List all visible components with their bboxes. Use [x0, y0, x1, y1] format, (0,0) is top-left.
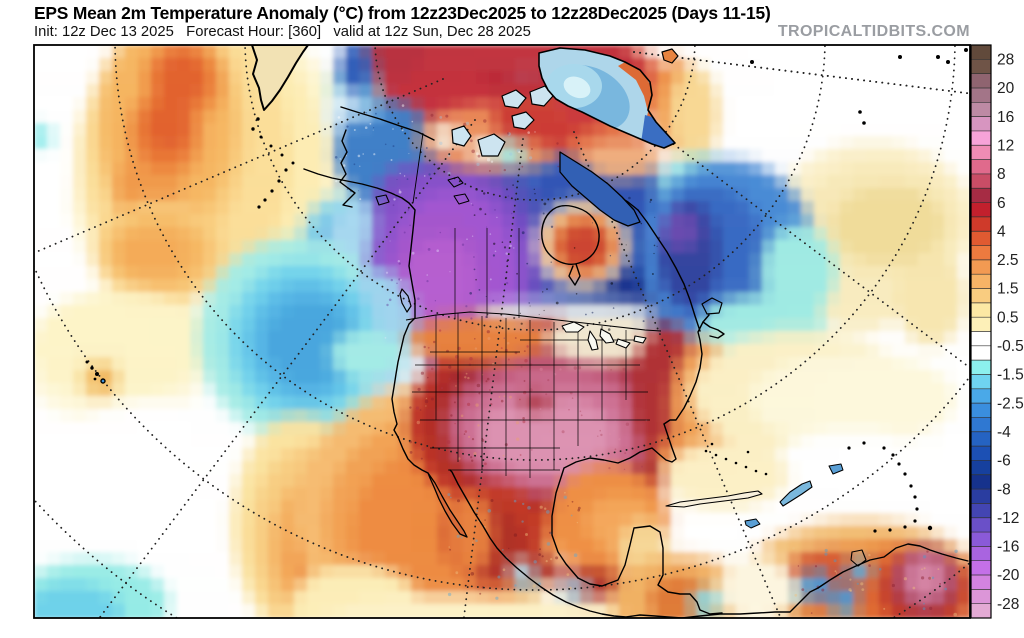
svg-text:28: 28 — [997, 52, 1014, 69]
svg-text:12: 12 — [997, 138, 1014, 155]
svg-text:1.5: 1.5 — [997, 281, 1019, 298]
svg-text:-28: -28 — [997, 596, 1019, 613]
svg-text:0.5: 0.5 — [997, 309, 1019, 326]
svg-text:6: 6 — [997, 195, 1006, 212]
svg-text:-6: -6 — [997, 453, 1011, 470]
svg-text:-0.5: -0.5 — [997, 338, 1024, 355]
svg-text:-20: -20 — [997, 567, 1020, 584]
svg-text:4: 4 — [997, 223, 1006, 240]
svg-text:2.5: 2.5 — [997, 252, 1019, 269]
svg-text:16: 16 — [997, 109, 1014, 126]
svg-text:-4: -4 — [997, 424, 1011, 441]
svg-text:-8: -8 — [997, 481, 1011, 498]
svg-text:20: 20 — [997, 80, 1015, 97]
svg-text:-12: -12 — [997, 510, 1019, 527]
svg-text:-1.5: -1.5 — [997, 367, 1024, 384]
svg-text:-2.5: -2.5 — [997, 395, 1024, 412]
svg-text:8: 8 — [997, 166, 1006, 183]
svg-text:-16: -16 — [997, 539, 1019, 556]
